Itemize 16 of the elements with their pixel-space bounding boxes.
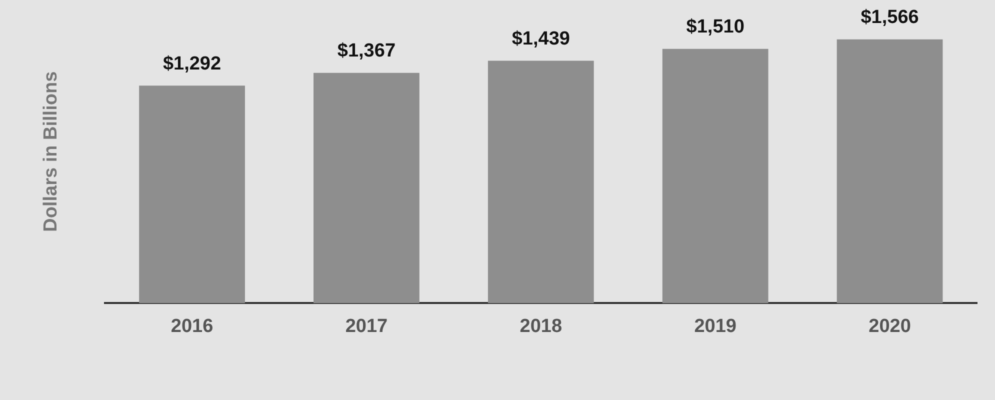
bar xyxy=(139,86,245,304)
x-tick-label: 2018 xyxy=(520,316,562,337)
data-label: $1,367 xyxy=(337,40,396,62)
x-tick-label: 2019 xyxy=(694,316,736,337)
data-label: $1,566 xyxy=(860,7,919,28)
data-label: $1,292 xyxy=(162,53,222,74)
data-label: $1,510 xyxy=(686,16,744,38)
bar xyxy=(488,60,594,304)
bar xyxy=(662,48,768,304)
x-tick-label: 2017 xyxy=(345,316,388,337)
y-axis-title: Dollars in Billions xyxy=(40,71,62,232)
bar xyxy=(314,72,420,304)
x-tick-label: 2020 xyxy=(868,316,911,337)
data-label: $1,439 xyxy=(512,28,570,50)
x-tick-label: 2016 xyxy=(170,316,214,337)
bar xyxy=(836,39,943,304)
